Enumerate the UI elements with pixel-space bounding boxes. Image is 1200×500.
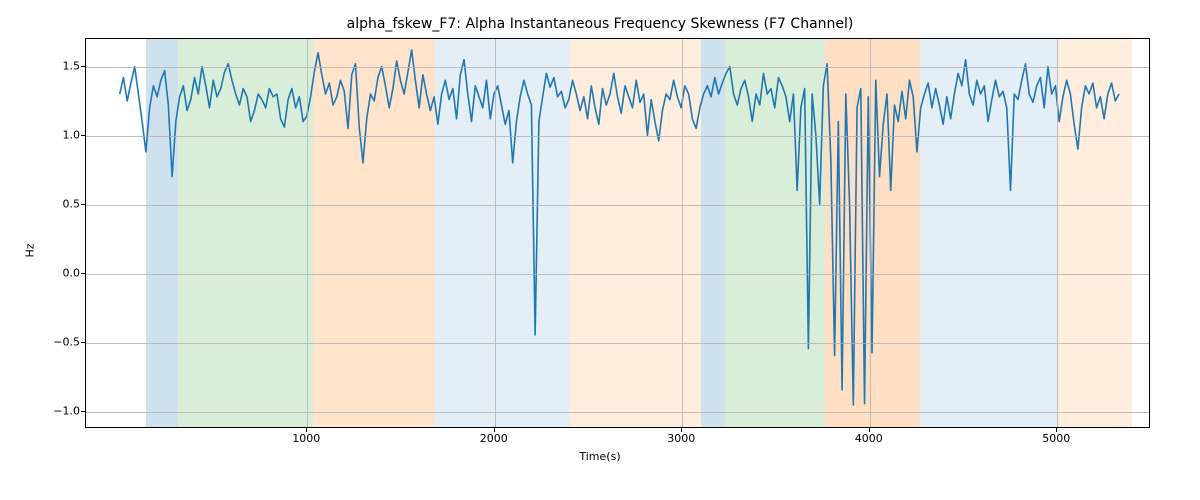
xtick-label: 3000 <box>651 432 711 445</box>
ytick-label: 1.5 <box>40 59 80 72</box>
ytick-label: 0.5 <box>40 197 80 210</box>
grid-horizontal <box>86 67 1149 68</box>
grid-vertical <box>495 39 496 427</box>
xtick-label: 5000 <box>1026 432 1086 445</box>
grid-vertical <box>307 39 308 427</box>
ytick-mark <box>81 411 85 412</box>
line-layer <box>86 39 1149 427</box>
ytick-mark <box>81 273 85 274</box>
grid-horizontal <box>86 343 1149 344</box>
xtick-label: 1000 <box>276 432 336 445</box>
grid-vertical <box>682 39 683 427</box>
ytick-label: −0.5 <box>40 336 80 349</box>
ytick-mark <box>81 66 85 67</box>
grid-horizontal <box>86 274 1149 275</box>
data-line <box>120 50 1119 405</box>
ytick-mark <box>81 342 85 343</box>
grid-horizontal <box>86 205 1149 206</box>
grid-horizontal <box>86 412 1149 413</box>
ytick-mark <box>81 204 85 205</box>
ytick-label: 0.0 <box>40 267 80 280</box>
y-axis-label: Hz <box>22 0 38 500</box>
ytick-mark <box>81 135 85 136</box>
ytick-label: 1.0 <box>40 128 80 141</box>
plot-area <box>85 38 1150 428</box>
chart-figure: alpha_fskew_F7: Alpha Instantaneous Freq… <box>0 0 1200 500</box>
grid-horizontal <box>86 136 1149 137</box>
xtick-label: 2000 <box>464 432 524 445</box>
grid-vertical <box>870 39 871 427</box>
grid-vertical <box>1057 39 1058 427</box>
chart-title: alpha_fskew_F7: Alpha Instantaneous Freq… <box>0 16 1200 32</box>
xtick-label: 4000 <box>839 432 899 445</box>
x-axis-label: Time(s) <box>0 450 1200 463</box>
ytick-label: −1.0 <box>40 405 80 418</box>
